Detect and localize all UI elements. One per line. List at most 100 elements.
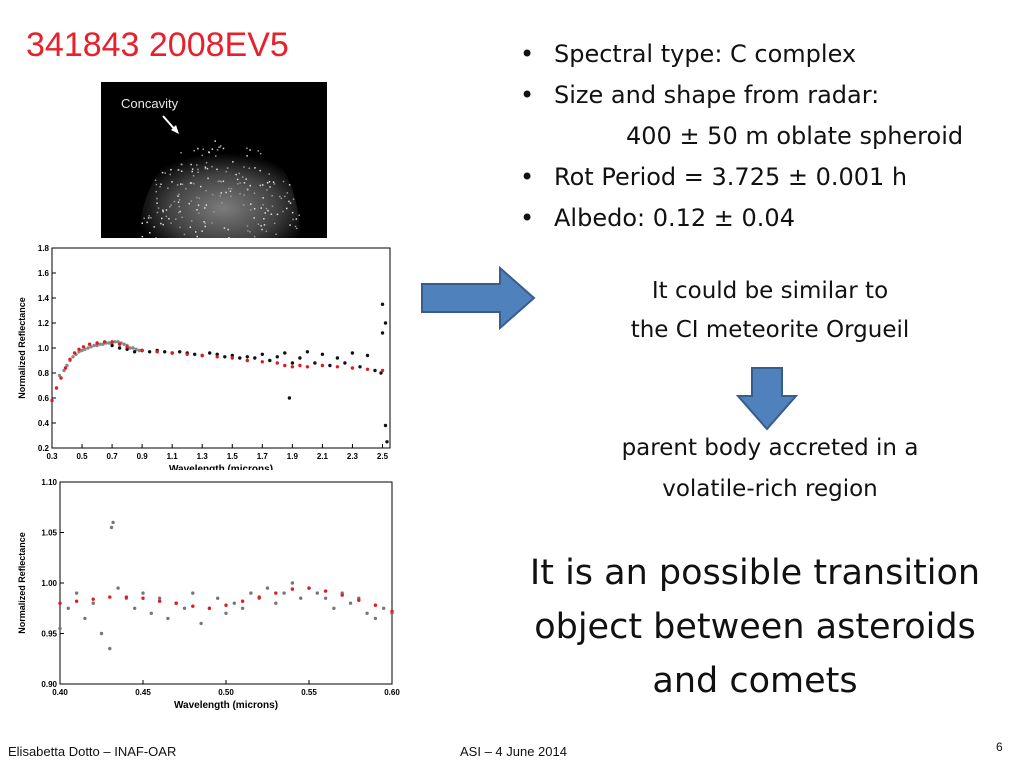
data-point (373, 616, 378, 621)
data-point (125, 347, 129, 351)
data-point (343, 361, 347, 365)
bullet-icon: • (520, 40, 535, 68)
y-tick-label: 1.0 (38, 344, 50, 353)
x-axis-label: Wavelength (microns) (169, 464, 273, 470)
data-point (108, 646, 112, 651)
data-point (74, 591, 79, 595)
data-point (320, 352, 325, 356)
bullet-rot-period: Rot Period = 3.725 ± 0.001 h (554, 163, 908, 191)
list-item: • Spectral type: C complex (512, 34, 963, 75)
footer-date: ASI – 4 June 2014 (460, 744, 567, 759)
x-tick-label: 0.55 (301, 688, 317, 697)
data-point (373, 368, 377, 373)
data-point (110, 340, 114, 344)
data-point (323, 596, 328, 600)
data-point (58, 626, 62, 631)
footer-author: Elisabetta Dotto – INAF-OAR (8, 744, 177, 759)
data-point (238, 356, 242, 360)
y-tick-label: 1.8 (38, 244, 50, 253)
data-point (57, 373, 62, 378)
data-point (131, 346, 135, 350)
data-point (91, 597, 95, 601)
data-point (223, 355, 227, 359)
data-point (50, 398, 54, 403)
data-point (265, 586, 270, 590)
conclusion-line-1: It is an possible transition (529, 553, 981, 593)
data-point (132, 350, 137, 354)
data-point (207, 606, 212, 610)
data-point (305, 350, 310, 354)
data-point (373, 603, 378, 607)
down-arrow-icon (736, 367, 799, 431)
x-tick-label: 1.3 (197, 452, 209, 461)
data-point (140, 348, 144, 353)
x-tick-label: 1.5 (227, 452, 239, 461)
data-point (59, 376, 63, 380)
data-point (102, 340, 107, 344)
list-item: • Albedo: 0.12 ± 0.04 (512, 198, 963, 239)
data-point (245, 358, 249, 363)
data-point (113, 340, 117, 344)
data-point (98, 342, 102, 346)
y-tick-label: 0.4 (38, 419, 50, 428)
conclusion-text: It is an possible transition object betw… (500, 546, 1010, 708)
y-tick-label: 1.4 (38, 294, 50, 303)
data-point (380, 331, 385, 335)
data-point (299, 596, 303, 600)
data-point (155, 350, 159, 354)
list-item: • Size and shape from radar: 400 ± 50 m o… (512, 75, 963, 157)
data-point (111, 520, 115, 525)
data-point (149, 611, 153, 615)
data-point (170, 351, 174, 355)
data-point (230, 356, 234, 360)
data-point (193, 352, 197, 356)
data-point (365, 367, 370, 371)
data-point (348, 601, 353, 605)
y-axis-label: Normalized Reflectance (17, 297, 27, 399)
data-point (224, 611, 228, 615)
data-point (335, 356, 340, 360)
data-point (128, 346, 132, 350)
data-point (379, 371, 383, 375)
data-point (62, 368, 66, 373)
data-point (95, 341, 99, 345)
data-point (157, 596, 162, 600)
bullet-icon: • (520, 204, 535, 232)
x-tick-label: 2.3 (347, 452, 359, 461)
facts-list: • Spectral type: C complex • Size and shap… (512, 34, 963, 239)
data-point (191, 604, 195, 608)
data-point (260, 352, 264, 356)
slide-title: 341843 2008EV5 (26, 26, 289, 64)
data-point (116, 586, 120, 590)
data-point (77, 347, 81, 351)
radar-label: Concavity (121, 96, 179, 111)
x-tick-label: 1.1 (167, 452, 179, 461)
data-point (117, 342, 122, 346)
data-point (358, 365, 362, 369)
data-point (245, 355, 249, 359)
data-point (77, 350, 81, 354)
data-point (109, 525, 114, 530)
data-point (141, 596, 145, 600)
page-number: 6 (996, 740, 1003, 754)
x-tick-label: 2.1 (317, 452, 329, 461)
conclusion-line-2: object between asteroids (534, 607, 976, 647)
data-point (380, 368, 385, 373)
data-point (215, 352, 219, 356)
spectrum-chart-full: 0.3 0.5 0.7 0.9 1.1 1.3 1.5 1.7 1.9 2.1 2.3 2.5 0.2 0… (17, 244, 391, 470)
y-tick-label: 1.10 (41, 478, 57, 487)
parent-body-line-2: volatile-rich region (662, 476, 878, 502)
x-tick-label: 0.40 (52, 688, 68, 697)
x-tick-label: 1.7 (257, 452, 269, 461)
data-point (257, 595, 261, 599)
data-point (86, 346, 90, 350)
data-point (290, 587, 295, 591)
data-point (81, 345, 86, 349)
data-point (350, 351, 355, 355)
bullet-icon: • (520, 163, 535, 191)
data-point (65, 363, 69, 368)
data-point (117, 346, 122, 350)
data-point (320, 363, 325, 368)
data-point (282, 591, 286, 595)
data-point (383, 321, 388, 325)
